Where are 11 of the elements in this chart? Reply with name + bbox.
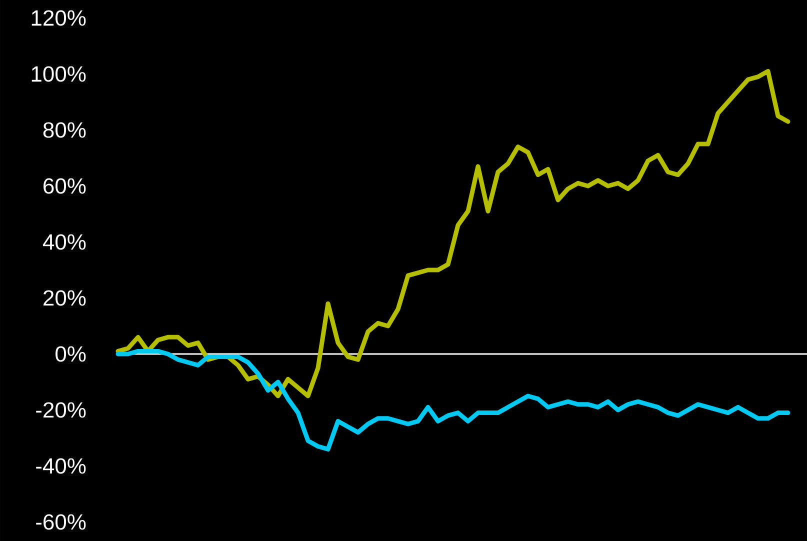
y-tick-label: 0% <box>56 346 86 362</box>
y-tick-label: 80% <box>43 122 86 138</box>
y-tick-label: 120% <box>32 10 86 26</box>
y-tick-label: -20% <box>36 402 86 418</box>
line-series <box>116 68 790 398</box>
y-tick-label: -40% <box>36 458 86 474</box>
y-tick-label: 60% <box>44 178 86 194</box>
y-tick-label: -60% <box>36 514 86 530</box>
y-tick-label: 40% <box>42 234 86 250</box>
y-tick-label: 20% <box>44 290 86 306</box>
y-tick-label: 100% <box>32 66 86 82</box>
